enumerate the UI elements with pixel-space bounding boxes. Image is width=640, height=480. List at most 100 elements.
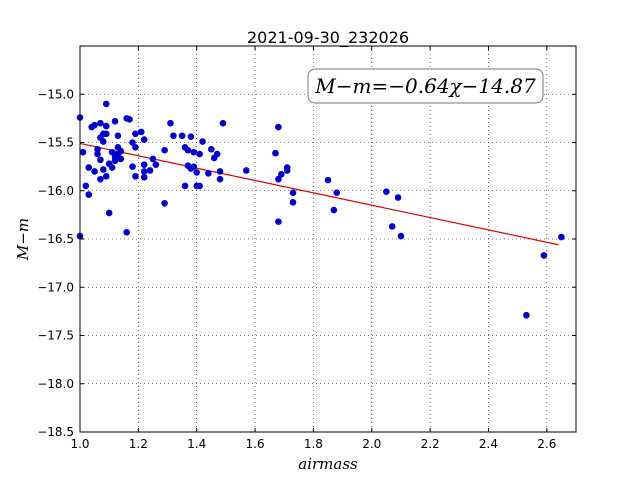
data-point (167, 119, 174, 127)
data-point (85, 164, 93, 171)
data-point (97, 119, 104, 127)
data-point (114, 132, 122, 140)
data-point (190, 163, 198, 170)
data-point (108, 148, 116, 156)
data-point (161, 199, 168, 207)
data-point (108, 164, 116, 171)
data-point (85, 191, 93, 198)
data-point (278, 171, 285, 178)
data-point (289, 199, 297, 206)
data-point (199, 138, 206, 145)
data-point (132, 130, 139, 138)
data-point (205, 170, 212, 177)
data-point (91, 121, 98, 129)
data-point (129, 139, 136, 146)
x-tick-label: 2.2 (421, 437, 440, 451)
data-point (181, 182, 189, 190)
data-point (146, 167, 154, 174)
data-point (170, 132, 177, 140)
data-point (94, 145, 101, 153)
data-point (82, 182, 90, 190)
data-point (161, 146, 168, 154)
data-point (207, 145, 215, 153)
y-tick-label: −16.5 (37, 232, 74, 246)
data-point (540, 252, 548, 259)
chart-title: 2021-09-30_232026 (247, 28, 409, 48)
data-point (394, 194, 402, 201)
data-point (149, 155, 157, 163)
data-point (97, 156, 104, 164)
data-point (105, 209, 113, 217)
x-axis-label: airmass (298, 455, 358, 473)
data-points (76, 100, 565, 319)
data-point (126, 116, 133, 123)
data-point (140, 168, 148, 175)
data-point (111, 157, 119, 165)
x-tick-label: 1.8 (304, 437, 323, 451)
data-point (219, 119, 227, 127)
data-point (178, 132, 186, 140)
fit-line (79, 142, 559, 246)
data-point (102, 130, 110, 138)
data-point (397, 232, 405, 240)
y-tick-label: −16.0 (37, 184, 74, 198)
data-point (330, 206, 338, 214)
data-point (140, 161, 148, 168)
data-point (275, 123, 282, 131)
data-point (558, 233, 565, 241)
data-point (283, 167, 291, 174)
y-tick-label: −17.0 (37, 280, 74, 294)
y-axis-label: M−m (14, 218, 32, 261)
data-point (100, 166, 107, 173)
equation-box-frame (307, 68, 544, 104)
x-tick-label: 2.0 (362, 437, 381, 451)
fit-equation-text: M−m=−0.64χ−14.87 (314, 74, 536, 98)
data-point (193, 169, 201, 176)
data-point (140, 173, 148, 181)
data-point (102, 100, 110, 108)
data-point (140, 136, 148, 143)
data-point (91, 168, 98, 175)
axis-ticks: 1.0 1.2 1.4 1.6 1.8 2.0 2.2 2.4 2.6 −15.0 −15.5 −16… (37, 46, 576, 451)
data-point (94, 150, 101, 158)
x-tick-label: 1.6 (246, 437, 265, 451)
fit-line-layer (79, 142, 559, 246)
data-point (383, 188, 390, 196)
data-point (102, 172, 110, 180)
data-point (216, 168, 224, 175)
x-tick-label: 2.4 (479, 437, 498, 451)
data-point (100, 138, 107, 145)
data-point (111, 117, 119, 125)
y-tick-label: −18.5 (37, 425, 74, 439)
x-tick-label: 1.0 (70, 437, 89, 451)
data-point (184, 146, 192, 154)
data-point (117, 147, 125, 155)
y-tick-label: −15.5 (37, 136, 74, 150)
data-point (275, 218, 282, 225)
data-point (152, 161, 160, 168)
data-point (213, 150, 221, 158)
data-point (97, 175, 104, 183)
data-point (275, 175, 282, 183)
data-point (272, 149, 279, 157)
y-tick-label: −18.0 (37, 377, 74, 391)
data-point (79, 148, 87, 156)
data-point (187, 133, 195, 141)
data-point (523, 311, 530, 319)
data-point (137, 128, 145, 136)
data-point (129, 163, 136, 170)
data-point (102, 122, 110, 130)
x-tick-label: 1.4 (187, 437, 206, 451)
data-point (216, 175, 224, 183)
data-point (289, 189, 297, 196)
data-point (243, 167, 250, 174)
data-point (132, 172, 139, 180)
fit-equation-box: M−m=−0.64χ−14.87 (307, 68, 544, 104)
x-tick-label: 1.2 (129, 437, 148, 451)
y-tick-label: −15.0 (37, 87, 74, 101)
data-point (132, 144, 139, 151)
data-point (333, 189, 341, 196)
data-point (324, 176, 332, 184)
data-point (196, 182, 203, 190)
data-point (196, 150, 203, 158)
